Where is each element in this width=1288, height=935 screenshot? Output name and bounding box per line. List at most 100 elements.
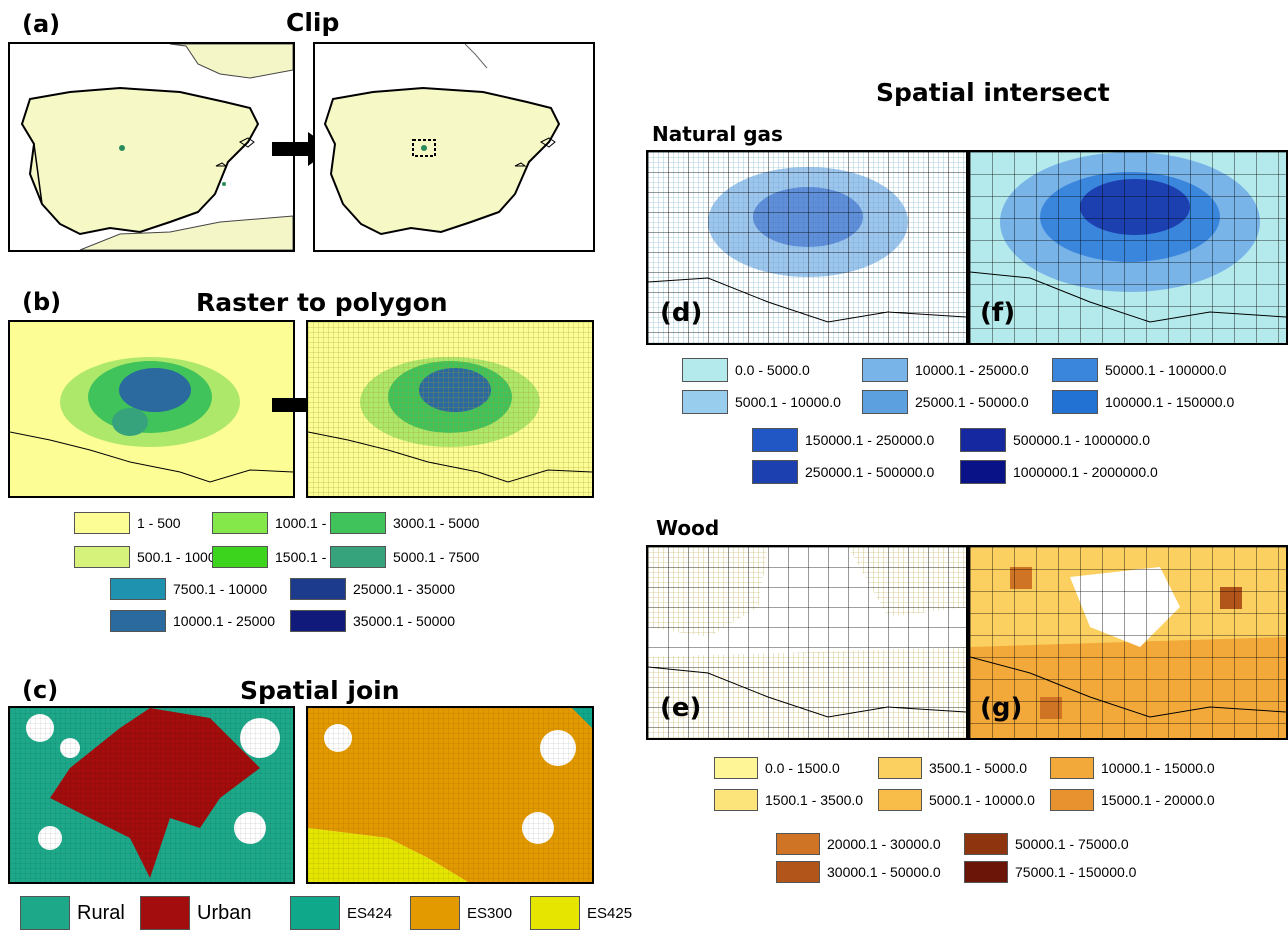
legend-label: ES425 xyxy=(587,904,633,922)
legend-swatch xyxy=(878,757,922,779)
legend-swatch xyxy=(1050,789,1094,811)
legend-swatch xyxy=(682,390,728,414)
legend-item: 10000.1 - 25000 xyxy=(110,610,275,632)
polygon-map xyxy=(306,320,594,498)
legend-item: 500000.1 - 1000000.0 xyxy=(960,428,1150,452)
legend-label: 50000.1 - 100000.0 xyxy=(1105,362,1227,378)
legend-item: 100000.1 - 150000.0 xyxy=(1052,390,1234,414)
legend-swatch xyxy=(682,358,728,382)
map-e-label: (e) xyxy=(660,693,702,723)
wood-title: Wood xyxy=(656,516,720,540)
legend-item: 1500.1 - 3500.0 xyxy=(714,789,863,811)
legend-swatch xyxy=(330,546,386,568)
legend-item: 50000.1 - 75000.0 xyxy=(964,833,1129,855)
legend-item: 35000.1 - 50000 xyxy=(290,610,455,632)
panel-a-label: (a) xyxy=(22,10,61,38)
legend-label: ES300 xyxy=(467,904,513,922)
legend-label: 250000.1 - 500000.0 xyxy=(805,464,935,480)
legend-swatch xyxy=(290,896,340,930)
legend-swatch xyxy=(960,428,1006,452)
legend-label: 500000.1 - 1000000.0 xyxy=(1013,432,1151,448)
legend-swatch xyxy=(212,512,268,534)
legend-item: 50000.1 - 100000.0 xyxy=(1052,358,1226,382)
legend-label: 500.1 - 1000 xyxy=(137,549,216,565)
legend-item: 30000.1 - 50000.0 xyxy=(776,861,941,883)
legend-swatch xyxy=(74,546,130,568)
legend-swatch xyxy=(862,390,908,414)
legend-swatch xyxy=(862,358,908,382)
natural-gas-title: Natural gas xyxy=(652,122,783,146)
raster-map xyxy=(8,320,295,498)
legend-item: 5000.1 - 10000.0 xyxy=(878,789,1035,811)
legend-item: Rural xyxy=(20,896,125,930)
iberia-map-clipped xyxy=(313,42,595,252)
legend-item: 3500.1 - 5000.0 xyxy=(878,757,1027,779)
legend-label: 25000.1 - 50000.0 xyxy=(915,394,1029,410)
legend-item: ES425 xyxy=(530,896,632,930)
legend-label: 150000.1 - 250000.0 xyxy=(805,432,935,448)
legend-label: 35000.1 - 50000 xyxy=(353,613,455,629)
legend-item: 5000.1 - 7500 xyxy=(330,546,479,568)
legend-label: Rural xyxy=(77,901,125,924)
legend-label: 0.0 - 1500.0 xyxy=(765,760,840,776)
legend-item: 3000.1 - 5000 xyxy=(330,512,479,534)
legend-item: Urban xyxy=(140,896,251,930)
legend-swatch xyxy=(714,789,758,811)
gas-intersect-map: (f) xyxy=(968,150,1288,345)
panel-c-label: (c) xyxy=(22,676,59,704)
legend-item: 0.0 - 1500.0 xyxy=(714,757,840,779)
legend-label: 1500.1 - 3500.0 xyxy=(765,792,864,808)
panel-a-title: Clip xyxy=(286,8,340,37)
legend-label: 1 - 500 xyxy=(137,515,181,531)
legend-swatch xyxy=(110,610,166,632)
legend-label: 10000.1 - 25000.0 xyxy=(915,362,1029,378)
legend-label: 3000.1 - 5000 xyxy=(393,515,480,531)
legend-swatch xyxy=(714,757,758,779)
legend-swatch xyxy=(530,896,580,930)
legend-item: ES424 xyxy=(290,896,392,930)
legend-label: 5000.1 - 7500 xyxy=(393,549,480,565)
legend-item: 0.0 - 5000.0 xyxy=(682,358,810,382)
iberia-map-original xyxy=(8,42,295,252)
legend-item: 1000000.1 - 2000000.0 xyxy=(960,460,1158,484)
legend-swatch xyxy=(1052,358,1098,382)
wood-intersect-map: (g) xyxy=(968,545,1288,740)
nuts-region-map xyxy=(306,706,594,884)
legend-swatch xyxy=(776,861,820,883)
legend-swatch xyxy=(964,833,1008,855)
legend-swatch xyxy=(960,460,1006,484)
legend-swatch xyxy=(1052,390,1098,414)
legend-label: 5000.1 - 10000.0 xyxy=(929,792,1035,808)
legend-swatch xyxy=(74,512,130,534)
wood-grid-map: (e) xyxy=(646,545,968,740)
legend-swatch xyxy=(110,578,166,600)
legend-swatch xyxy=(212,546,268,568)
legend-label: 5000.1 - 10000.0 xyxy=(735,394,841,410)
legend-item: 500.1 - 1000 xyxy=(74,546,216,568)
legend-label: 7500.1 - 10000 xyxy=(173,581,268,597)
legend-item: 1 - 500 xyxy=(74,512,181,534)
map-d-label: (d) xyxy=(660,298,703,328)
legend-label: 10000.1 - 15000.0 xyxy=(1101,760,1215,776)
legend-item: 150000.1 - 250000.0 xyxy=(752,428,934,452)
legend-label: 50000.1 - 75000.0 xyxy=(1015,836,1129,852)
legend-item: 5000.1 - 10000.0 xyxy=(682,390,841,414)
legend-item: 25000.1 - 35000 xyxy=(290,578,455,600)
panel-b-title: Raster to polygon xyxy=(196,288,448,317)
legend-label: 30000.1 - 50000.0 xyxy=(827,864,941,880)
legend-label: 15000.1 - 20000.0 xyxy=(1101,792,1215,808)
legend-swatch xyxy=(410,896,460,930)
legend-label: 3500.1 - 5000.0 xyxy=(929,760,1028,776)
legend-swatch xyxy=(878,789,922,811)
legend-swatch xyxy=(964,861,1008,883)
urban-rural-map xyxy=(8,706,295,884)
legend-item: 10000.1 - 25000.0 xyxy=(862,358,1029,382)
legend-item: 15000.1 - 20000.0 xyxy=(1050,789,1215,811)
legend-label: 100000.1 - 150000.0 xyxy=(1105,394,1235,410)
gas-grid-map: (d) xyxy=(646,150,968,345)
legend-label: 20000.1 - 30000.0 xyxy=(827,836,941,852)
legend-item: 20000.1 - 30000.0 xyxy=(776,833,941,855)
legend-label: 75000.1 - 150000.0 xyxy=(1015,864,1137,880)
legend-swatch xyxy=(752,460,798,484)
legend-swatch xyxy=(140,896,190,930)
